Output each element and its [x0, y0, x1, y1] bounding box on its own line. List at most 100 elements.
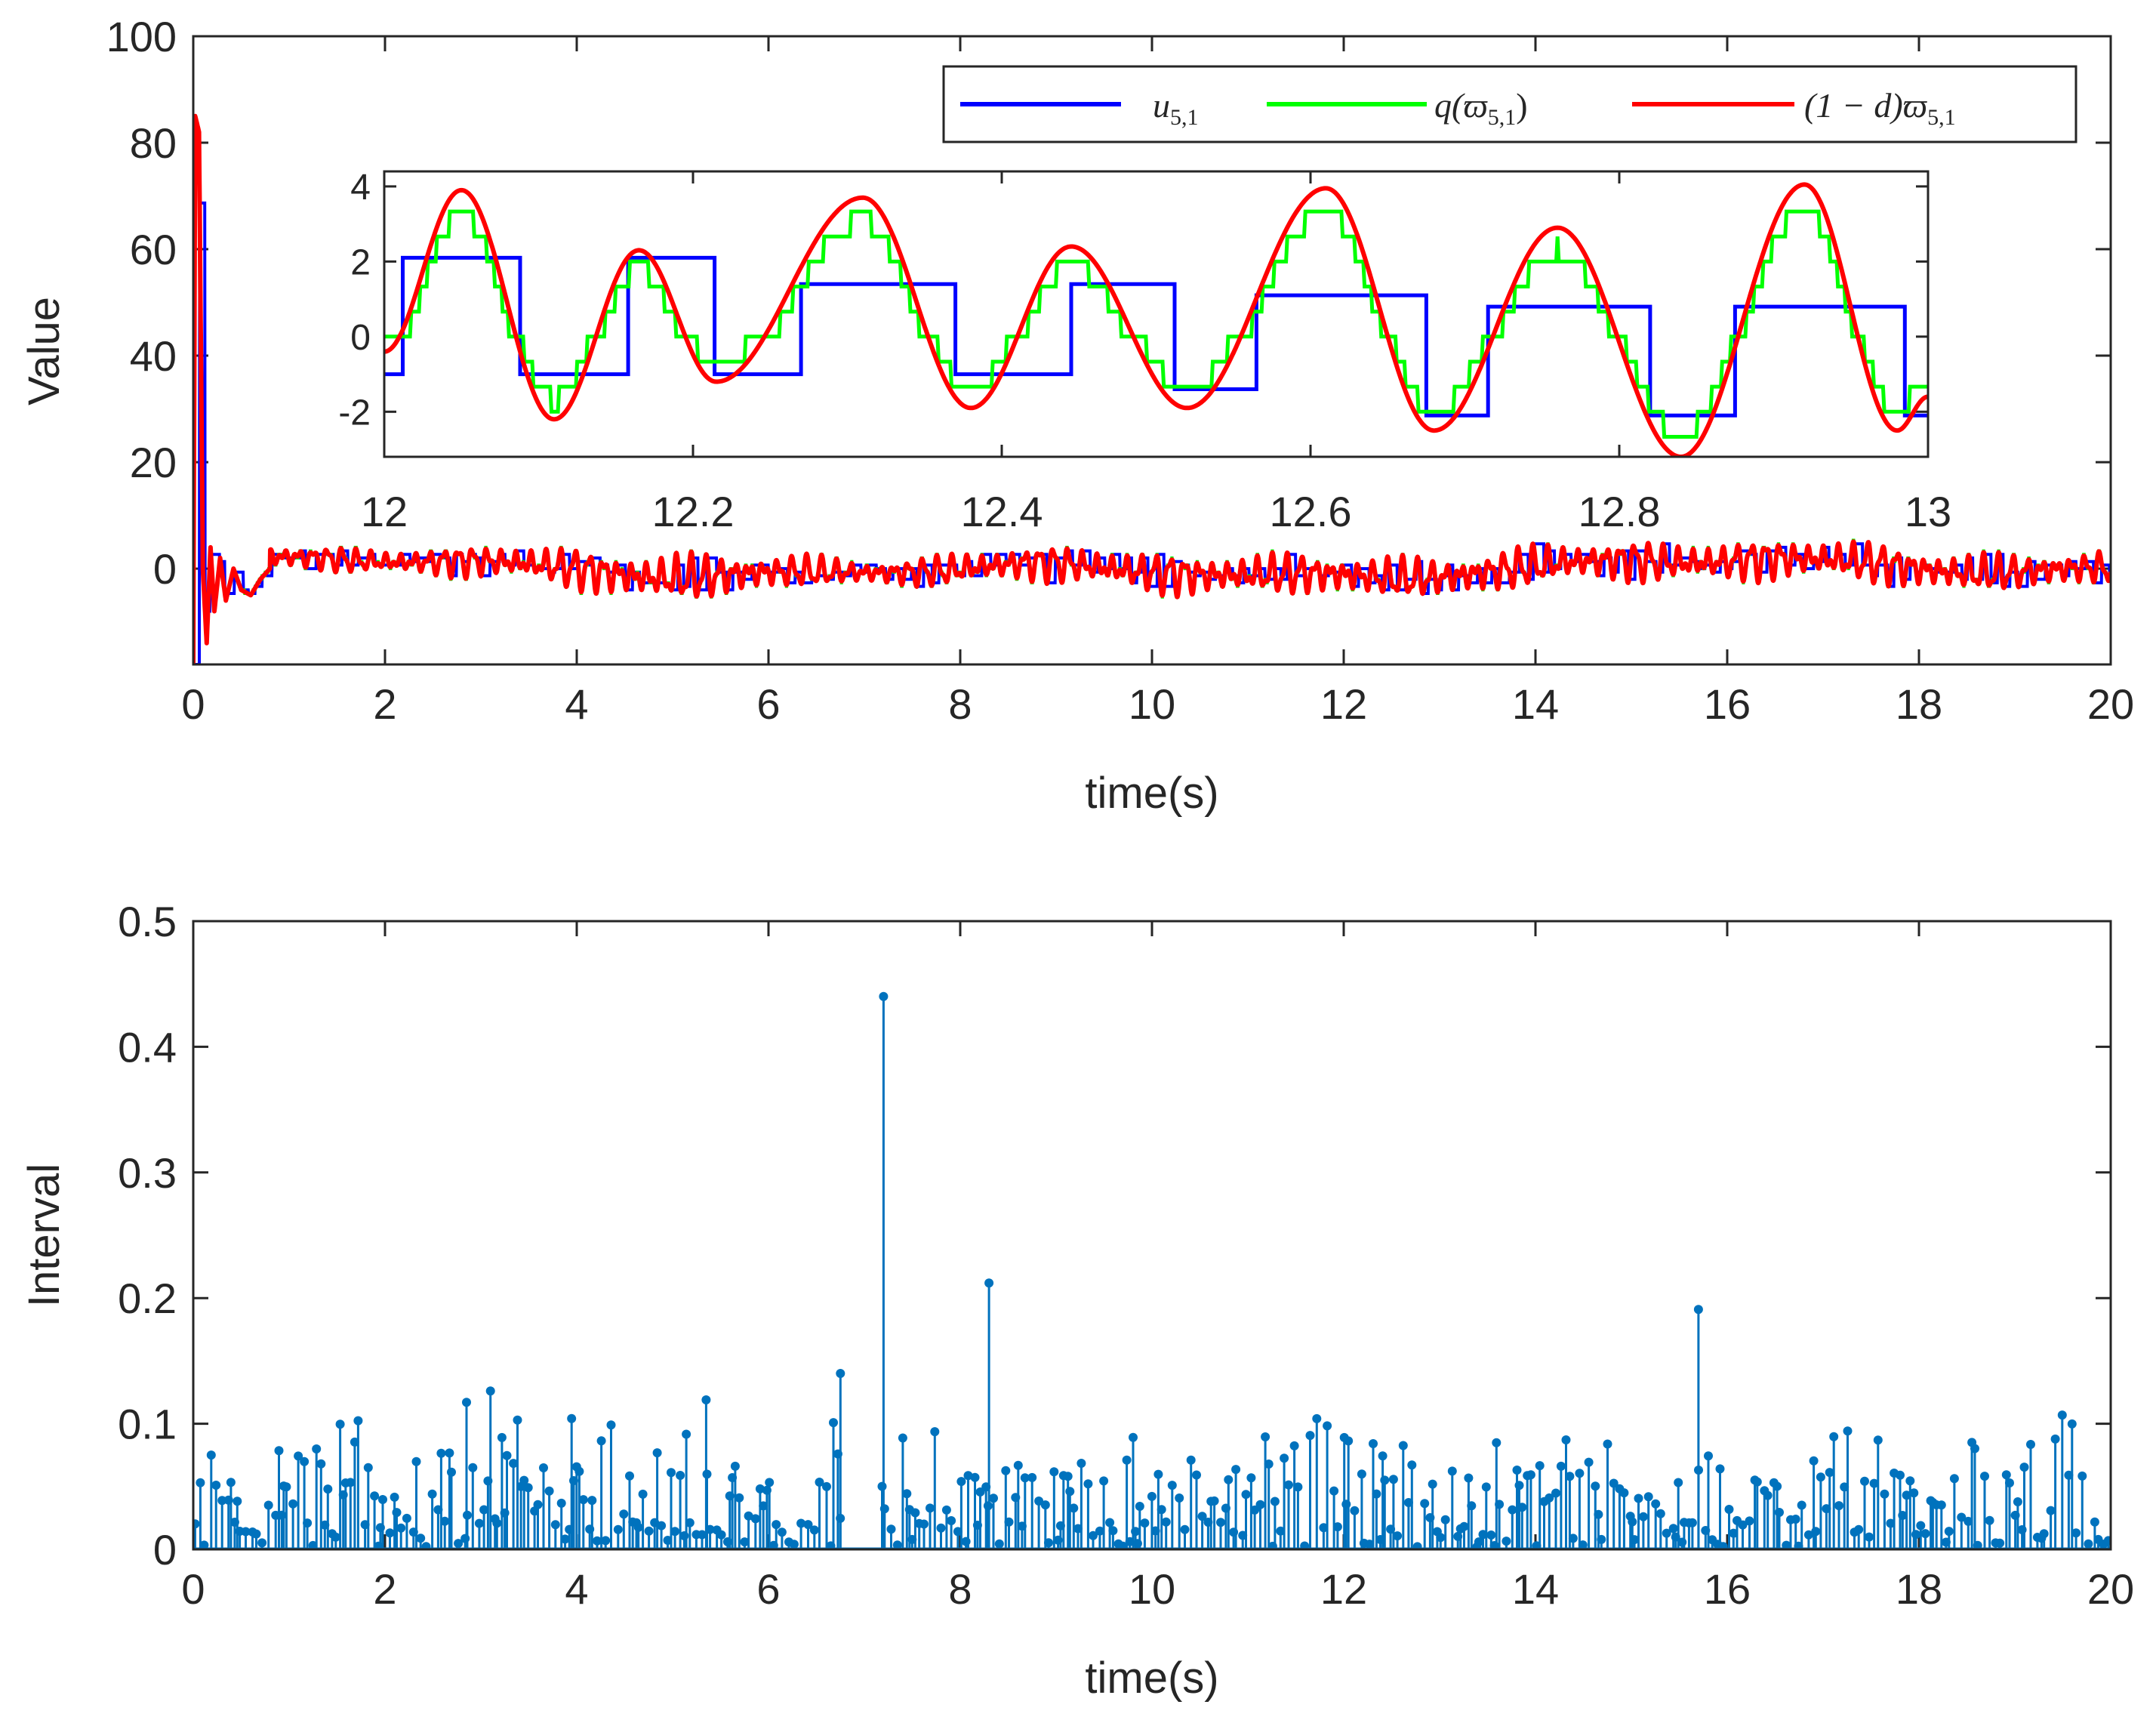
stem-marker: [815, 1478, 824, 1487]
stem-marker: [303, 1518, 313, 1528]
stem-marker: [497, 1432, 507, 1442]
top-x-tick-label: 0: [181, 680, 205, 728]
stem-marker: [1565, 1472, 1575, 1481]
stem-marker: [1388, 1475, 1398, 1484]
bottom-x-tick-label: 16: [1704, 1565, 1751, 1613]
stem-marker: [919, 1519, 929, 1529]
stem-marker: [226, 1478, 236, 1487]
inset-chart: 12 12.2 12.4 12.6 12.8 13 4 2 0 -2: [338, 168, 1951, 535]
inset-y-tick-label: -2: [338, 393, 371, 433]
stem-marker: [353, 1416, 363, 1426]
stem-marker: [1380, 1475, 1390, 1485]
stem-marker: [1108, 1526, 1118, 1536]
stem-marker: [1517, 1503, 1527, 1512]
top-y-tick-label: 40: [130, 332, 177, 380]
stem-marker: [1949, 1474, 1959, 1484]
stem-marker: [1089, 1530, 1098, 1540]
stem-marker: [822, 1481, 831, 1491]
stem-marker: [1069, 1503, 1079, 1513]
stem-marker: [1545, 1493, 1554, 1503]
stem-marker: [206, 1450, 216, 1460]
top-x-tick-label: 6: [756, 680, 780, 728]
stem-marker: [2050, 1434, 2060, 1444]
stem-marker: [440, 1516, 450, 1526]
stem-marker: [744, 1511, 753, 1521]
stem-marker: [789, 1540, 799, 1549]
stem-marker: [251, 1529, 261, 1539]
top-x-axis-title: time(s): [1085, 769, 1218, 818]
stem-marker: [1809, 1456, 1819, 1466]
stem-marker: [1192, 1470, 1201, 1480]
stem-marker: [1791, 1515, 1800, 1524]
stem-marker: [1865, 1532, 1874, 1542]
stem-marker: [396, 1523, 406, 1533]
stem-marker: [1745, 1516, 1754, 1526]
stem-marker: [1436, 1533, 1446, 1543]
stem-marker: [1551, 1488, 1560, 1498]
stem-marker: [402, 1513, 411, 1523]
series-red-line: [193, 113, 2111, 664]
stem-marker: [1936, 1500, 1946, 1510]
inset-x-tick-label: 12.6: [1270, 488, 1352, 535]
stem-marker: [1197, 1512, 1207, 1521]
stem-marker: [1512, 1466, 1522, 1475]
stem-marker: [1420, 1499, 1430, 1509]
bottom-y-axis-title: Interval: [20, 1164, 69, 1307]
stem-marker: [2067, 1419, 2077, 1429]
stem-marker: [902, 1489, 912, 1499]
stem-marker: [716, 1530, 726, 1540]
bottom-x-tick-label: 2: [373, 1565, 396, 1613]
stem-marker: [323, 1484, 333, 1494]
stem-marker: [1329, 1486, 1339, 1496]
stem-marker: [1216, 1518, 1225, 1527]
stem-marker: [1985, 1515, 1994, 1525]
stem-marker: [1344, 1436, 1354, 1446]
stem-marker: [1829, 1432, 1839, 1441]
stem-marker: [411, 1456, 421, 1466]
stem-marker: [1153, 1469, 1163, 1479]
stem-marker: [1365, 1540, 1375, 1549]
stem-marker: [1638, 1512, 1648, 1521]
stem-marker: [1594, 1509, 1603, 1519]
stem-marker: [1578, 1540, 1588, 1549]
stem-marker: [1034, 1497, 1044, 1506]
stem-marker: [468, 1463, 478, 1472]
inset-x-tick-label: 12.2: [652, 488, 735, 535]
stem-marker: [1357, 1469, 1366, 1479]
stem-marker: [809, 1525, 819, 1535]
stem-marker: [196, 1478, 205, 1487]
bottom-y-tick-label: 0.2: [118, 1275, 177, 1322]
stem-marker: [578, 1495, 588, 1505]
stem-marker: [1027, 1472, 1037, 1482]
stem-marker: [1526, 1470, 1535, 1480]
stem-marker: [2001, 1470, 2011, 1480]
stem-marker: [1378, 1451, 1388, 1461]
stem-marker: [740, 1537, 750, 1547]
stem-marker: [257, 1538, 267, 1548]
stem-marker: [454, 1539, 464, 1549]
stem-marker: [1909, 1488, 1919, 1498]
stem-marker: [1369, 1439, 1378, 1448]
stem-marker: [1957, 1512, 1967, 1522]
stem-marker: [1440, 1515, 1450, 1524]
stem-marker: [1095, 1526, 1104, 1536]
stem-marker: [1738, 1520, 1748, 1530]
stem-marker: [1284, 1480, 1293, 1490]
top-plot-frame: [192, 35, 2112, 666]
stem-marker: [294, 1451, 303, 1461]
stem-marker: [1568, 1534, 1578, 1543]
stem-marker: [1076, 1459, 1086, 1468]
stem-marker: [1180, 1524, 1190, 1534]
stem-marker: [644, 1526, 654, 1536]
stem-marker: [1964, 1516, 1973, 1526]
bottom-x-tick-label: 4: [565, 1565, 588, 1613]
stem-marker: [1261, 1432, 1270, 1441]
bottom-x-tick-label: 18: [1896, 1565, 1942, 1613]
stem-marker: [1763, 1490, 1773, 1500]
bottom-x-tick-label: 10: [1129, 1565, 1175, 1613]
stem-marker: [652, 1448, 662, 1458]
stem-marker: [370, 1491, 380, 1501]
stem-marker: [2071, 1528, 2081, 1538]
stem-marker: [989, 1493, 998, 1503]
